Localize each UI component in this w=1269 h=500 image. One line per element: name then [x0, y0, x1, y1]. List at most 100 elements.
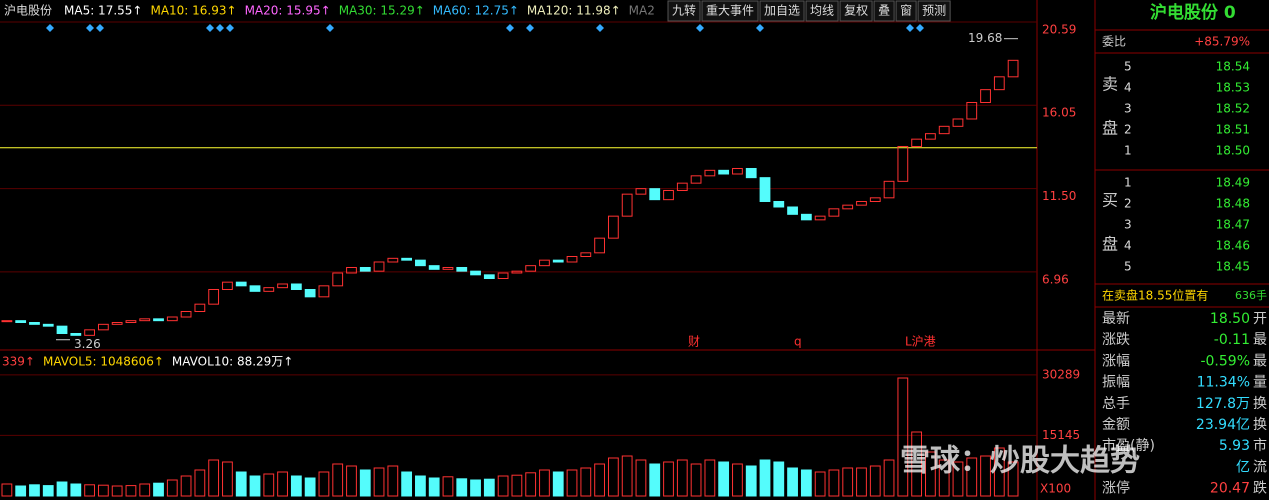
candle: [97, 323, 109, 331]
candle: [70, 332, 82, 336]
volume-bar: [566, 469, 578, 497]
book-side-label: 盘: [1102, 119, 1118, 138]
stat-label: 涨幅: [1102, 353, 1130, 369]
notice: 在卖盘18.55位置有: [1102, 288, 1208, 303]
toolbar-button[interactable]: [805, 0, 839, 22]
candle: [676, 182, 688, 191]
candle: [290, 283, 302, 290]
event-marker[interactable]: [326, 24, 334, 32]
volume-bar: [539, 469, 550, 497]
candle: [966, 101, 978, 120]
book-level: 4: [1124, 81, 1132, 95]
event-marker[interactable]: [696, 24, 704, 32]
stat-value: 23.94亿: [1196, 417, 1250, 433]
event-marker[interactable]: [906, 24, 914, 32]
candle: [773, 200, 785, 208]
toolbar-button-label[interactable]: 预测: [922, 4, 946, 18]
candle: [373, 261, 385, 272]
volume-bar: [594, 463, 605, 497]
event-marker[interactable]: [596, 24, 604, 32]
volume-bar: [745, 465, 757, 497]
volume-bar: [552, 471, 564, 497]
volume-bar: [1007, 461, 1019, 497]
volume-bar: [787, 467, 798, 497]
volume-bar: [938, 459, 950, 497]
candle: [277, 283, 288, 289]
volume-bar: [401, 471, 413, 497]
y-tick-label: 15145: [1042, 428, 1080, 442]
book-price: 18.53: [1216, 81, 1250, 95]
volume-bar: [621, 455, 633, 497]
volume-bar: [676, 459, 688, 497]
stat-extra: 跌: [1253, 481, 1267, 497]
volume-bar: [415, 475, 426, 497]
volume-bar: [1, 483, 13, 497]
stat-value: 5.93: [1219, 438, 1250, 454]
candle: [759, 177, 771, 202]
event-marker[interactable]: [96, 24, 104, 32]
ratio-label: 委比: [1102, 35, 1126, 49]
toolbar-button-label[interactable]: 均线: [810, 4, 834, 18]
volume-bar: [704, 459, 716, 497]
ratio-value: +85.79%: [1194, 35, 1250, 49]
candle: [318, 285, 330, 298]
event-marker[interactable]: [216, 24, 224, 32]
candle: [704, 169, 716, 177]
toolbar-button-label[interactable]: 九转: [672, 3, 696, 18]
toolbar-button-label[interactable]: 复权: [844, 4, 868, 18]
volume-legend: MAVOL10: 88.29万↑: [172, 355, 293, 369]
toolbar-button[interactable]: [873, 0, 895, 22]
candle: [566, 255, 578, 263]
stat-label: 涨停: [1102, 480, 1130, 497]
volume-bar: [580, 467, 592, 497]
book-level: 5: [1124, 60, 1132, 74]
toolbar-button-label[interactable]: 加自选: [764, 4, 800, 18]
book-level: 2: [1124, 123, 1132, 137]
volume-bar: [497, 475, 509, 497]
volume-bar: [428, 477, 440, 497]
candle: [111, 321, 123, 325]
event-marker[interactable]: [916, 24, 924, 32]
volume-bar: [483, 478, 495, 497]
candle: [166, 316, 178, 322]
volume-bar: [387, 465, 399, 497]
book-side-label: 买: [1102, 191, 1118, 210]
candle: [125, 320, 137, 323]
annotation: 3.26: [74, 337, 101, 351]
stat-label: 振幅: [1102, 375, 1130, 391]
event-marker[interactable]: [506, 24, 514, 32]
toolbar-button[interactable]: [759, 0, 805, 22]
candle: [897, 145, 909, 182]
volume-bar: [153, 482, 164, 497]
toolbar-button-label[interactable]: 叠: [878, 4, 890, 18]
candle: [304, 288, 316, 298]
event-marker[interactable]: [226, 24, 234, 32]
candle: [925, 133, 936, 140]
toolbar-button[interactable]: [701, 0, 759, 22]
y-tick-label: 20.59: [1042, 23, 1076, 37]
volume-bar: [208, 459, 220, 497]
toolbar-button-label[interactable]: 重大事件: [706, 4, 754, 18]
toolbar-button[interactable]: [839, 0, 873, 22]
watermark: 雪球：炒股大趋势: [900, 444, 1140, 479]
event-marker[interactable]: [86, 24, 94, 32]
volume-bar: [842, 467, 854, 497]
candle: [15, 320, 27, 323]
toolbar-button-label[interactable]: 窗: [900, 4, 912, 18]
toolbar-button[interactable]: [917, 0, 951, 22]
candle: [842, 204, 854, 210]
candle: [263, 287, 275, 292]
toolbar-button[interactable]: [895, 0, 917, 22]
ma-legend: MA5: 17.55↑: [64, 4, 142, 18]
candle: [153, 318, 164, 322]
event-marker[interactable]: [756, 24, 764, 32]
event-marker[interactable]: [206, 24, 214, 32]
event-marker[interactable]: [526, 24, 534, 32]
event-marker[interactable]: [46, 24, 54, 32]
candle: [359, 266, 371, 272]
candle: [690, 175, 702, 184]
stat-value: -0.11: [1214, 332, 1250, 348]
stat-extra: 量: [1253, 375, 1267, 391]
toolbar-button[interactable]: [667, 0, 701, 22]
candle: [235, 281, 247, 287]
